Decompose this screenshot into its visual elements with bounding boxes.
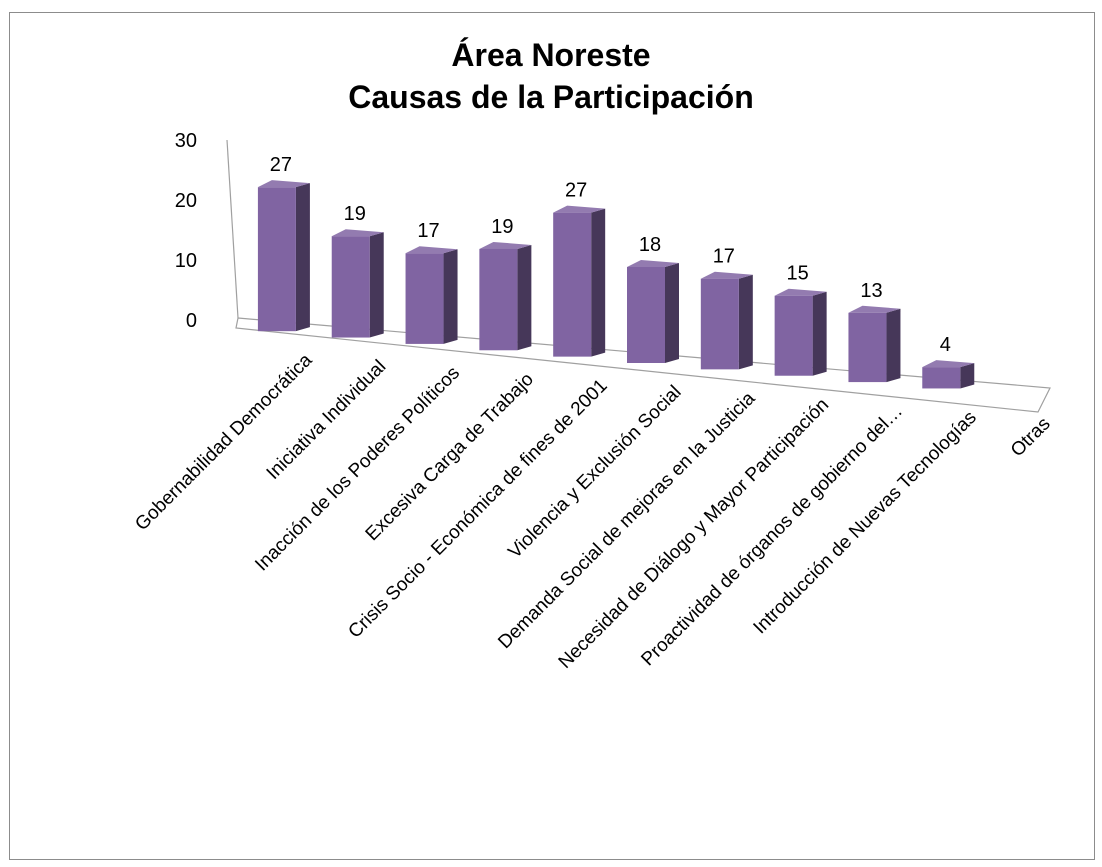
bar-side <box>665 263 679 363</box>
y-tick-label: 20 <box>175 190 197 212</box>
data-label: 13 <box>860 280 882 302</box>
data-label: 17 <box>713 246 735 268</box>
y-tick-label: 0 <box>186 310 197 332</box>
bar-side <box>517 244 532 351</box>
bar <box>700 278 739 370</box>
bar <box>479 248 518 351</box>
data-label: 15 <box>787 263 809 285</box>
data-label: 19 <box>491 216 513 238</box>
bar-side <box>886 308 901 383</box>
x-tick-label: Otras <box>1007 414 1055 462</box>
data-label: 27 <box>270 154 292 176</box>
bar-side <box>443 249 458 344</box>
bar <box>331 236 370 338</box>
bar <box>774 295 813 376</box>
x-tick-label: Violencia y Exclusión Social <box>504 382 685 563</box>
bar-side <box>369 232 384 338</box>
data-label: 4 <box>940 334 951 356</box>
bar-top <box>627 260 679 267</box>
bar-top <box>700 271 753 279</box>
bar-side <box>591 208 606 357</box>
chart-title-line1: Área Noreste <box>451 37 651 73</box>
bar-top <box>479 241 532 249</box>
bar <box>405 253 444 344</box>
y-tick-label: 30 <box>175 130 197 152</box>
bar <box>553 212 592 357</box>
bar <box>848 312 887 383</box>
bar-top <box>331 229 384 237</box>
bar-side <box>960 363 975 389</box>
data-label: 17 <box>417 220 439 242</box>
bar <box>627 267 665 363</box>
chart-frame <box>9 12 1095 860</box>
bar-top <box>922 360 975 368</box>
y-axis-wall-line <box>226 139 239 319</box>
x-tick-label: Excesiva Carga de Trabajo <box>362 369 538 545</box>
y-tick-label: 10 <box>175 250 197 272</box>
bar-side <box>295 183 310 332</box>
bar-side <box>738 274 753 370</box>
chart-title: Área Noreste Causas de la Participación <box>0 34 1102 118</box>
x-tick-label: Necesidad de Diálogo y Mayor Participaci… <box>555 394 833 672</box>
bar-side <box>812 291 827 376</box>
bar <box>257 187 296 332</box>
bar <box>922 367 961 389</box>
data-label: 27 <box>565 180 587 202</box>
data-label: 19 <box>344 203 366 225</box>
bar-top <box>257 180 310 188</box>
bar-top <box>774 288 827 296</box>
data-label: 18 <box>639 234 661 256</box>
bar-top <box>848 305 901 313</box>
chart-title-line2: Causas de la Participación <box>348 79 754 115</box>
bar-top <box>553 205 606 213</box>
bar-top <box>405 246 458 254</box>
